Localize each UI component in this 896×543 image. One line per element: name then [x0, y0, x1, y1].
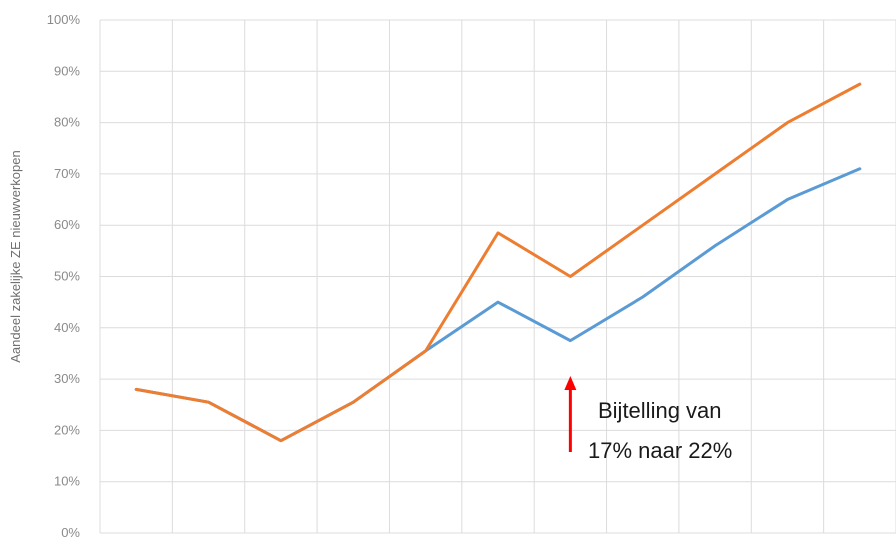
y-axis-label: Aandeel zakelijke ZE nieuwverkopen — [8, 150, 23, 362]
y-tick-label: 0% — [61, 525, 80, 540]
series-line-2 — [134, 82, 862, 443]
y-tick-label: 70% — [54, 166, 80, 181]
y-tick-label: 100% — [47, 12, 81, 27]
y-tick-label: 90% — [54, 63, 80, 78]
y-tick-label: 50% — [54, 269, 80, 284]
annotation-line-1: Bijtelling van — [598, 398, 722, 423]
annotation-arrow-head — [564, 376, 577, 390]
y-tick-label: 10% — [54, 474, 80, 489]
y-tick-label: 80% — [54, 115, 80, 130]
annotation: Bijtelling van 17% naar 22% — [564, 376, 732, 463]
y-tick-label: 40% — [54, 320, 80, 335]
series-lines — [134, 82, 862, 443]
y-tick-label: 60% — [54, 217, 80, 232]
annotation-line-2: 17% naar 22% — [588, 438, 732, 463]
y-tick-label: 20% — [54, 422, 80, 437]
y-tick-label: 30% — [54, 371, 80, 386]
grid — [99, 19, 896, 534]
y-tick-labels: 0% 10% 20% 30% 40% 50% 60% 70% 80% 90% 100% — [47, 12, 81, 540]
